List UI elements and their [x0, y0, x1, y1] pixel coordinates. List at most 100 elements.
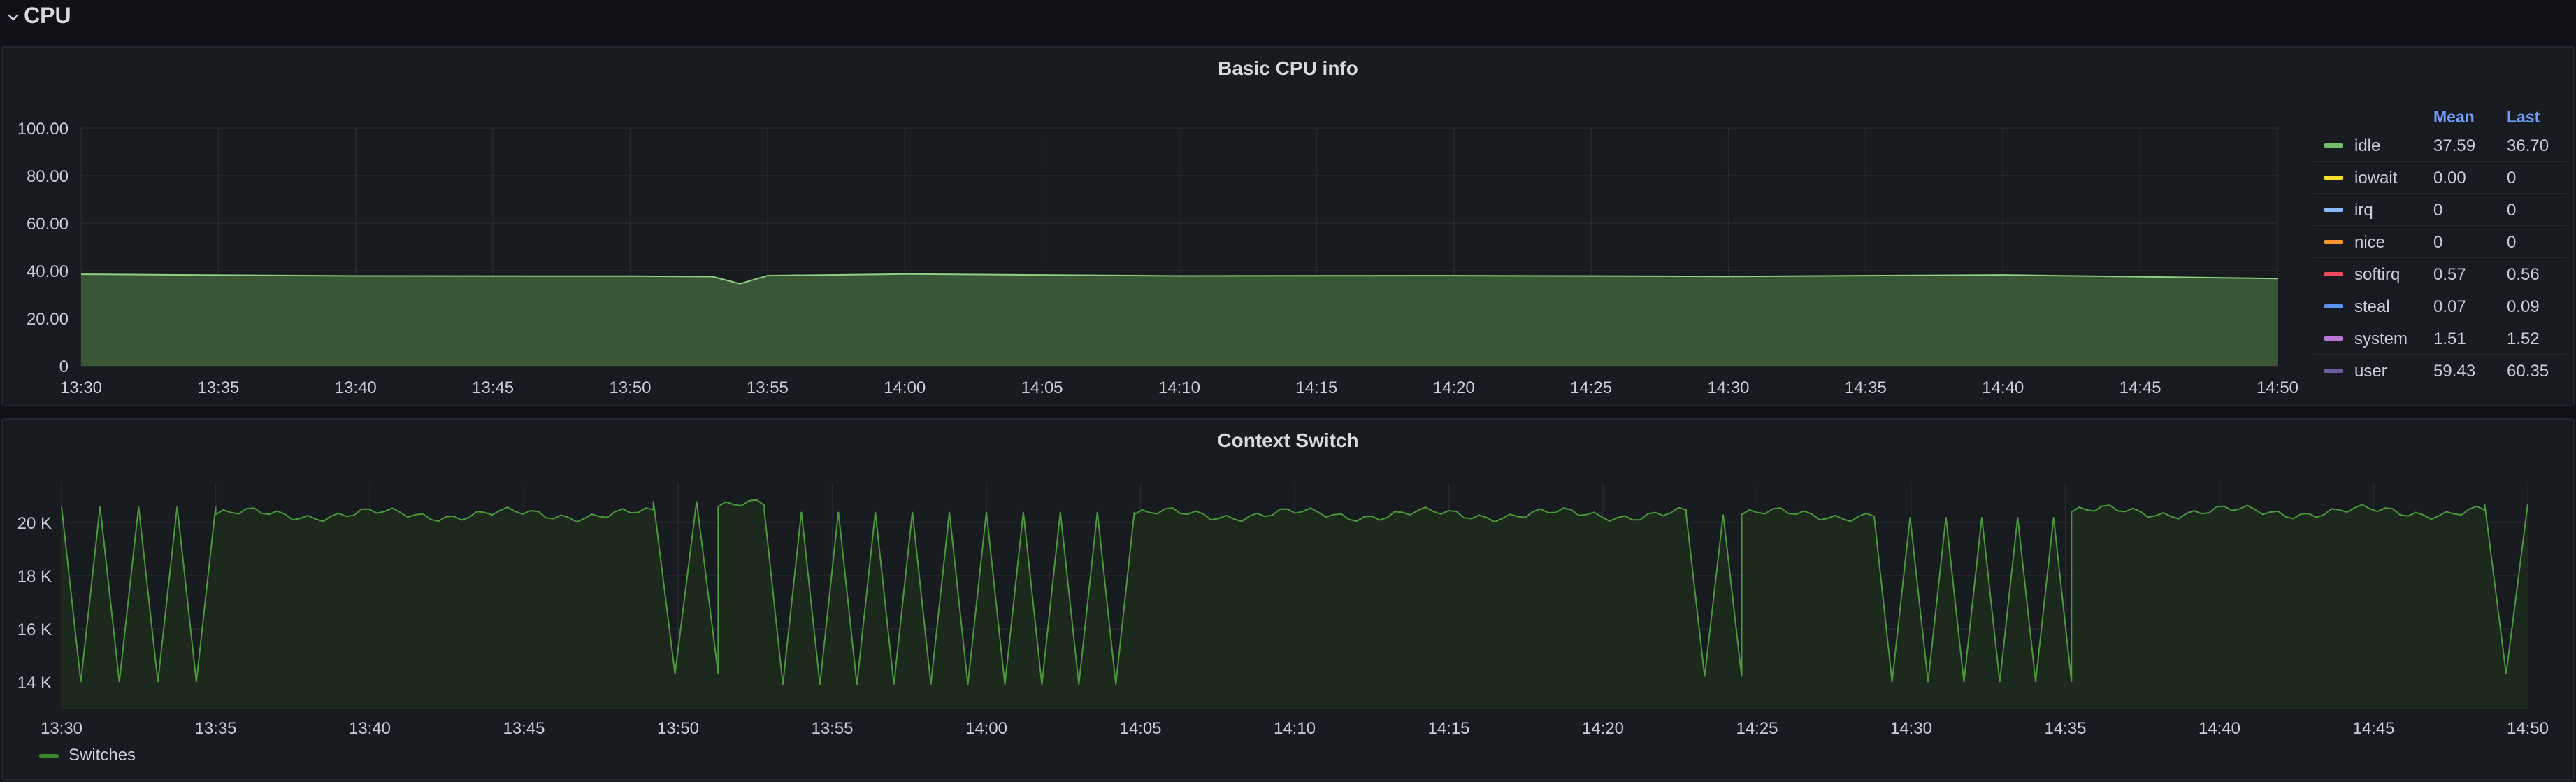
x-tick-label: 14:45 — [2352, 719, 2394, 738]
x-tick-label: 13:55 — [747, 378, 789, 397]
x-tick-label: 14:20 — [1433, 378, 1475, 397]
legend-header-mean[interactable]: Mean — [2433, 108, 2475, 126]
panel-basic-cpu-info[interactable]: Basic CPU info 0 20.00 40.00 60.00 80.00 100.… — [1, 46, 2575, 406]
series-color-swatch — [2324, 336, 2343, 341]
legend-last-value: 0.09 — [2507, 297, 2540, 316]
legend-item-label[interactable]: user — [2354, 362, 2387, 381]
legend-item-iowait[interactable]: iowait 0.00 0 — [2314, 161, 2566, 193]
y-tick-label: 80.00 — [27, 167, 69, 186]
x-tick-label: 14:10 — [1274, 719, 1316, 738]
legend-header-last[interactable]: Last — [2507, 108, 2540, 126]
series-line-switches — [61, 499, 2528, 685]
x-tick-label: 14:25 — [1570, 378, 1612, 397]
y-tick-label: 0 — [59, 357, 69, 376]
y-tick-label: 40.00 — [27, 262, 69, 281]
cpu-chart[interactable]: 0 20.00 40.00 60.00 80.00 100.00 13:30 13:35 13:… — [3, 48, 2310, 408]
y-tick-label: 60.00 — [27, 215, 69, 234]
x-tick-label: 14:05 — [1021, 378, 1063, 397]
x-tick-label: 14:30 — [1890, 719, 1932, 738]
panel-title[interactable]: Basic CPU info — [1218, 57, 1358, 79]
legend-item-label[interactable]: softirq — [2354, 265, 2401, 284]
legend-mean-value: 59.43 — [2433, 362, 2476, 381]
legend-item-label[interactable]: irq — [2354, 201, 2373, 220]
series-color-swatch — [2324, 176, 2343, 180]
series-area-switches — [62, 499, 2528, 709]
x-tick-label: 14:15 — [1427, 719, 1469, 738]
legend-item-label[interactable]: steal — [2354, 297, 2390, 316]
legend-item-user[interactable]: user 59.43 60.35 — [2314, 354, 2566, 386]
x-tick-label: 14:40 — [1982, 378, 2024, 397]
legend-item-irq[interactable]: irq 0 0 — [2314, 193, 2566, 225]
x-tick-label: 13:45 — [503, 719, 545, 738]
context-switch-chart[interactable]: 14 K 16 K 18 K 20 K 13:30 13:35 13:40 13:45 13:5… — [3, 420, 2576, 782]
x-tick-label: 14:35 — [1845, 378, 1887, 397]
x-tick-label: 14:25 — [1736, 719, 1778, 738]
legend-item-nice[interactable]: nice 0 0 — [2314, 225, 2566, 257]
x-tick-label: 14:50 — [2257, 378, 2298, 397]
legend-item-system[interactable]: system 1.51 1.52 — [2314, 322, 2566, 354]
series-color-swatch — [2324, 143, 2343, 148]
x-tick-label: 13:30 — [60, 378, 102, 397]
legend-item-label[interactable]: system — [2354, 329, 2408, 348]
legend-mean-value: 1.51 — [2433, 329, 2466, 348]
legend-last-value: 0 — [2507, 201, 2517, 220]
series-line-idle — [80, 273, 2278, 285]
panel-context-switch[interactable]: Context Switch 14 K 16 K 18 K 20 K 13:30 13:3… — [1, 418, 2575, 781]
x-tick-label: 13:55 — [811, 719, 853, 738]
row-title[interactable]: CPU — [24, 3, 71, 28]
x-tick-label: 13:50 — [609, 378, 651, 397]
series-color-swatch — [2324, 369, 2343, 373]
x-tick-label: 14:35 — [2044, 719, 2086, 738]
x-tick-label: 14:15 — [1295, 378, 1337, 397]
legend-mean-value: 0 — [2433, 233, 2443, 252]
x-tick-label: 13:50 — [657, 719, 699, 738]
series-color-swatch — [2324, 240, 2343, 244]
legend-item-steal[interactable]: steal 0.07 0.09 — [2314, 290, 2566, 322]
legend-item-label[interactable]: Switches — [69, 746, 136, 765]
x-tick-label: 14:40 — [2199, 719, 2240, 738]
series-color-swatch — [2324, 304, 2343, 308]
x-tick-label: 13:35 — [197, 378, 239, 397]
y-tick-label: 100.00 — [17, 120, 69, 138]
x-tick-label: 14:00 — [965, 719, 1007, 738]
legend-item-label[interactable]: iowait — [2354, 169, 2398, 187]
legend-mean-value: 0.57 — [2433, 265, 2466, 284]
x-tick-label: 14:10 — [1158, 378, 1200, 397]
x-tick-label: 14:50 — [2507, 719, 2549, 738]
legend-item-idle[interactable]: idle 37.59 36.70 — [2314, 129, 2566, 161]
series-area-idle — [81, 273, 2278, 366]
chevron-down-icon[interactable] — [6, 10, 21, 25]
y-tick-label: 18 K — [17, 567, 52, 586]
legend-last-value: 1.52 — [2507, 329, 2540, 348]
series-color-swatch — [2324, 272, 2343, 276]
y-tick-label: 16 K — [17, 620, 52, 639]
legend-last-value: 60.35 — [2507, 362, 2549, 381]
x-tick-label: 14:00 — [884, 378, 926, 397]
x-tick-label: 13:35 — [194, 719, 236, 738]
y-tick-label: 20.00 — [27, 310, 69, 329]
legend-mean-value: 0.07 — [2433, 297, 2466, 316]
legend-item-label[interactable]: idle — [2354, 136, 2381, 155]
legend-last-value: 0 — [2507, 233, 2517, 252]
x-tick-label: 13:40 — [349, 719, 391, 738]
legend-mean-value: 0.00 — [2433, 169, 2466, 187]
x-tick-label: 13:40 — [335, 378, 377, 397]
series-color-swatch — [2324, 208, 2343, 212]
y-tick-label: 14 K — [17, 674, 52, 692]
legend-last-value: 36.70 — [2507, 136, 2549, 155]
x-tick-label: 14:45 — [2120, 378, 2161, 397]
legend-last-value: 0 — [2507, 169, 2517, 187]
x-tick-label: 14:05 — [1119, 719, 1161, 738]
series-color-swatch — [39, 754, 59, 758]
legend-mean-value: 0 — [2433, 201, 2443, 220]
row-header-cpu[interactable]: CPU — [0, 0, 2576, 41]
legend-item-softirq[interactable]: softirq 0.57 0.56 — [2314, 257, 2566, 290]
panel-title[interactable]: Context Switch — [1217, 429, 1359, 451]
x-tick-label: 14:20 — [1582, 719, 1624, 738]
x-tick-label: 13:45 — [472, 378, 514, 397]
legend-item-label[interactable]: nice — [2354, 233, 2386, 252]
x-tick-label: 14:30 — [1707, 378, 1749, 397]
legend-last-value: 0.56 — [2507, 265, 2540, 284]
x-tick-label: 13:30 — [41, 719, 82, 738]
legend-mean-value: 37.59 — [2433, 136, 2476, 155]
